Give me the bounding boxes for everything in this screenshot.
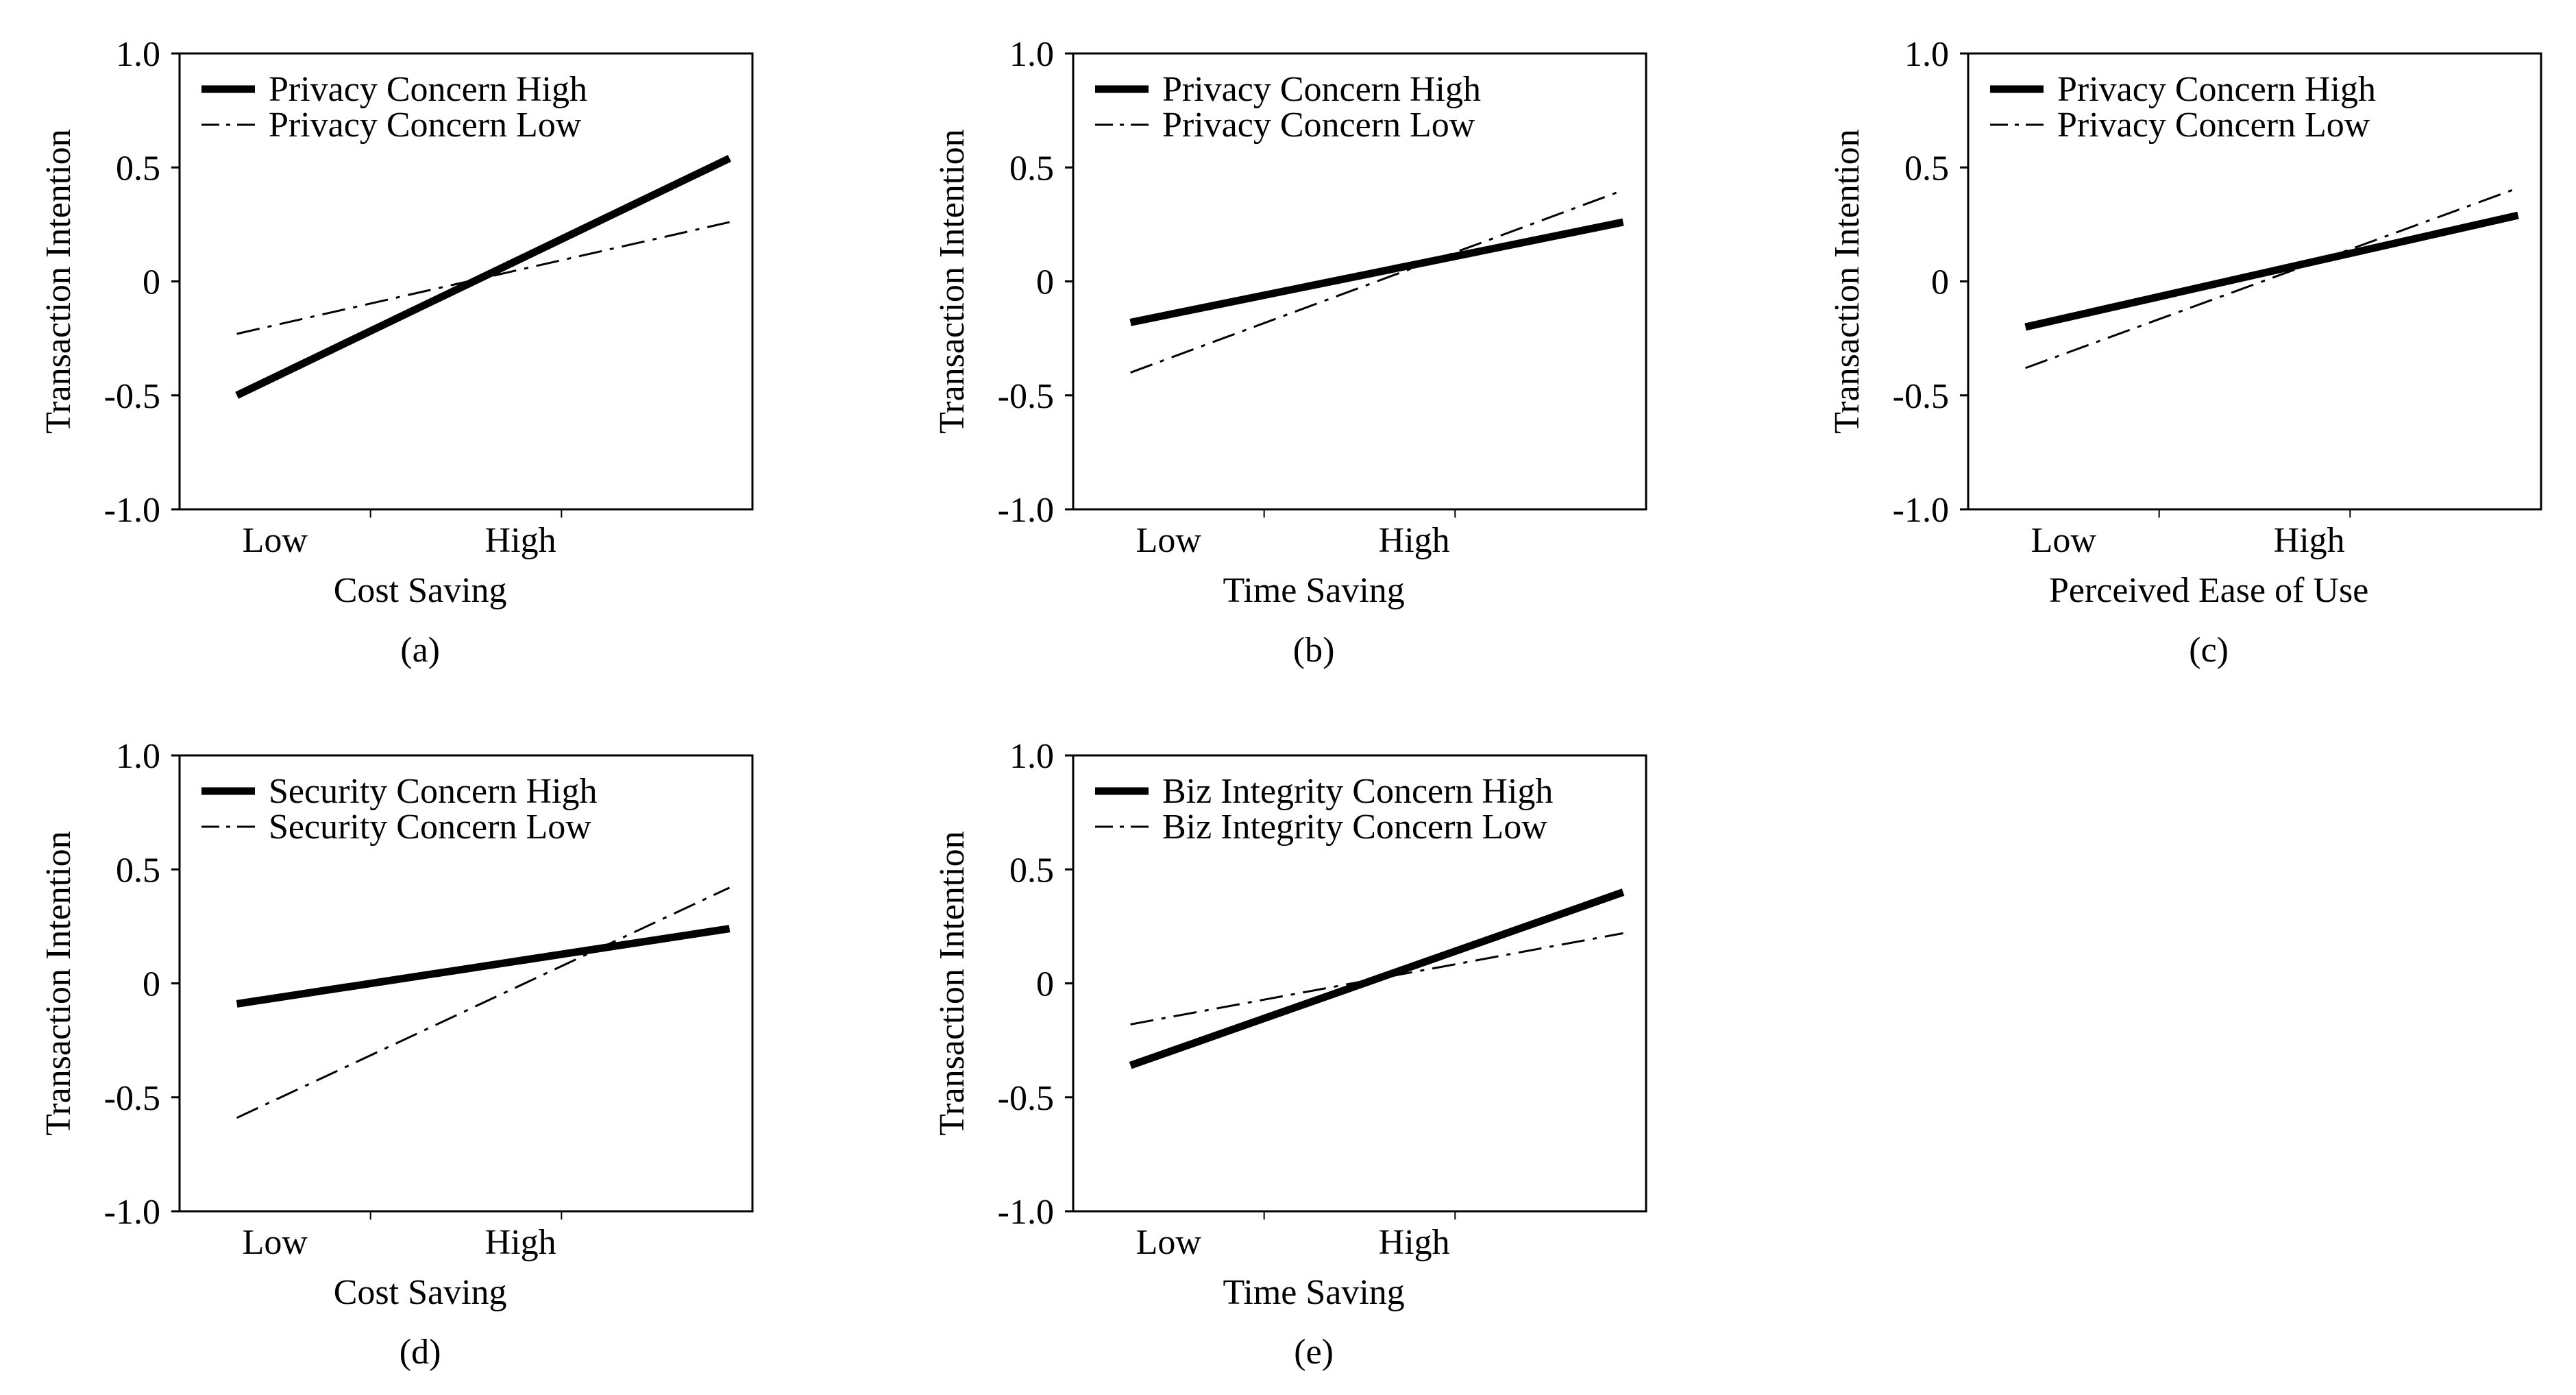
series-line-high: [2024, 211, 2519, 331]
x-tick-label: Low: [1136, 1223, 1202, 1262]
legend-label: Privacy Concern Low: [1162, 106, 1475, 145]
y-tick-label: 0: [143, 263, 160, 302]
y-tick-label: 0: [1931, 263, 1949, 302]
x-axis-label: Time Saving: [1223, 1273, 1404, 1312]
y-axis-label: Transaction Intention: [39, 129, 78, 433]
legend-label: Privacy Concern Low: [2057, 106, 2370, 145]
x-tick-label: High: [1379, 521, 1450, 560]
panel-label: (d): [400, 1333, 441, 1372]
legend-label: Security Concern High: [269, 772, 597, 811]
x-tick-label: High: [485, 521, 556, 560]
y-tick-label: 1.0: [1009, 737, 1054, 776]
x-tick-label: High: [485, 1223, 556, 1262]
y-tick-label: -1.0: [1893, 491, 1949, 530]
y-tick-label: -0.5: [998, 377, 1054, 416]
y-axis-label: Transaction Intention: [1828, 129, 1867, 433]
y-tick-label: 0: [143, 965, 160, 1004]
y-tick-label: -0.5: [104, 377, 160, 416]
x-tick-label: High: [1379, 1223, 1450, 1262]
series-line-high: [1129, 218, 1624, 326]
x-tick-label: Low: [2031, 521, 2097, 560]
legend-label: Privacy Concern High: [1162, 70, 1481, 109]
y-tick-label: -1.0: [104, 1193, 160, 1232]
y-tick-label: 1.0: [116, 737, 160, 776]
y-tick-label: -0.5: [998, 1079, 1054, 1118]
y-tick-label: -0.5: [104, 1079, 160, 1118]
x-axis-label: Cost Saving: [334, 1273, 507, 1312]
series-line-high: [1129, 888, 1625, 1069]
legend-label: Biz Integrity Concern High: [1162, 772, 1553, 811]
panel-label: (e): [1294, 1333, 1334, 1372]
y-tick-label: 1.0: [1904, 35, 1949, 74]
y-tick-label: 0: [1036, 965, 1054, 1004]
chart-panel-4: 1.0 0.5 0 -0.5 -1.0 Low High Cost Saving Transac…: [39, 737, 754, 1372]
x-axis-label: Cost Saving: [334, 571, 507, 610]
y-tick-label: 0.5: [1009, 851, 1054, 890]
y-tick-label: -1.0: [998, 491, 1054, 530]
chart-panel-3: 1.0 0.5 0 -0.5 -1.0 Low High Perceived Ease of …: [1828, 35, 2542, 670]
y-tick-label: -1.0: [104, 491, 160, 530]
series-line-low: [236, 886, 731, 1119]
y-tick-label: 0: [1036, 263, 1054, 302]
y-tick-label: 1.0: [116, 35, 160, 74]
x-axis-label: Time Saving: [1223, 571, 1404, 610]
chart-panel-5: 1.0 0.5 0 -0.5 -1.0 Low High Time Saving Transac…: [933, 737, 1647, 1372]
series-line-high: [236, 925, 731, 1008]
legend-label: Privacy Concern High: [2057, 70, 2376, 109]
y-tick-label: 0.5: [116, 851, 160, 890]
x-tick-label: Low: [1136, 521, 1202, 560]
legend-label: Biz Integrity Concern Low: [1162, 808, 1547, 847]
x-tick-label: Low: [243, 1223, 308, 1262]
y-tick-label: -0.5: [1893, 377, 1949, 416]
y-axis-label: Transaction Intention: [933, 129, 972, 433]
y-tick-label: 1.0: [1009, 35, 1054, 74]
legend-label: Security Concern Low: [269, 808, 591, 847]
series-line-low: [1130, 189, 1624, 374]
y-tick-label: -1.0: [998, 1193, 1054, 1232]
chart-panel-1: 1.0 0.5 0 -0.5 -1.0 Low High Cost Saving Transac…: [39, 35, 754, 670]
x-axis-label: Perceived Ease of Use: [2049, 571, 2368, 610]
series-line-low: [2025, 186, 2519, 369]
y-axis-label: Transaction Intention: [933, 831, 972, 1135]
legend-label: Privacy Concern High: [269, 70, 587, 109]
y-axis-label: Transaction Intention: [39, 831, 78, 1135]
y-tick-label: 0.5: [1009, 149, 1054, 188]
panel-label: (a): [400, 631, 440, 670]
series-line-low: [236, 221, 730, 335]
y-tick-label: 0.5: [116, 149, 160, 188]
series-line-high: [235, 154, 731, 399]
chart-panel-2: 1.0 0.5 0 -0.5 -1.0 Low High Time Saving Transac…: [933, 35, 1647, 670]
y-tick-label: 0.5: [1904, 149, 1949, 188]
x-tick-label: High: [2274, 521, 2345, 560]
legend-label: Privacy Concern Low: [269, 106, 582, 145]
x-tick-label: Low: [243, 521, 308, 560]
series-line-low: [1130, 932, 1623, 1026]
panel-label: (c): [2189, 631, 2229, 670]
panel-label: (b): [1293, 631, 1335, 670]
